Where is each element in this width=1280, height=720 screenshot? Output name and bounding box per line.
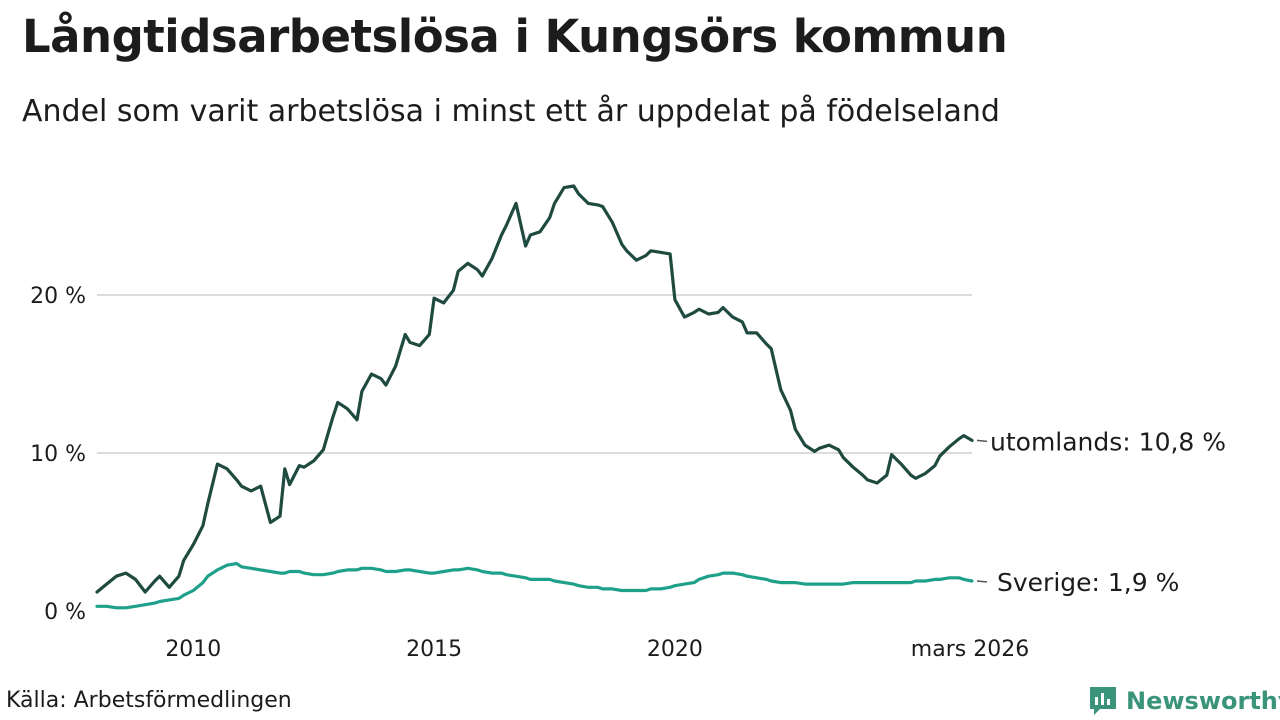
chart-subtitle: Andel som varit arbetslösa i minst ett å…: [22, 94, 1000, 129]
series-line-utomlands: [95, 184, 974, 594]
leader-line-sverige: [976, 580, 988, 583]
grid-lines: [97, 294, 972, 454]
series-label-sverige: Sverige: 1,9 %: [997, 568, 1179, 597]
y-tick-label: 0 %: [44, 600, 86, 625]
leader-line-utomlands: [976, 439, 988, 443]
newsworthy-logo-icon: [1090, 687, 1116, 715]
x-tick-label: mars 2026: [911, 637, 1029, 662]
y-tick-label: 10 %: [30, 442, 86, 467]
brand-name: Newsworthy: [1126, 687, 1280, 715]
end-labels: utomlands: 10,8 % Sverige: 1,9 %: [976, 427, 1226, 597]
y-axis-ticks: 0 % 10 % 20 %: [30, 284, 86, 625]
series-line-sverige: [95, 561, 974, 610]
x-axis-ticks: 2010 2015 2020 mars 2026: [165, 637, 1029, 662]
chart-title: Långtidsarbetslösa i Kungsörs kommun: [22, 10, 1008, 63]
brand-logo[interactable]: Newsworthy: [1088, 684, 1280, 718]
x-tick-label: 2020: [647, 637, 703, 662]
series-lines: [95, 184, 974, 610]
y-tick-label: 20 %: [30, 284, 86, 309]
x-tick-label: 2010: [165, 637, 221, 662]
series-label-utomlands: utomlands: 10,8 %: [990, 427, 1226, 456]
source-note: Källa: Arbetsförmedlingen: [6, 688, 292, 713]
x-tick-label: 2015: [406, 637, 462, 662]
